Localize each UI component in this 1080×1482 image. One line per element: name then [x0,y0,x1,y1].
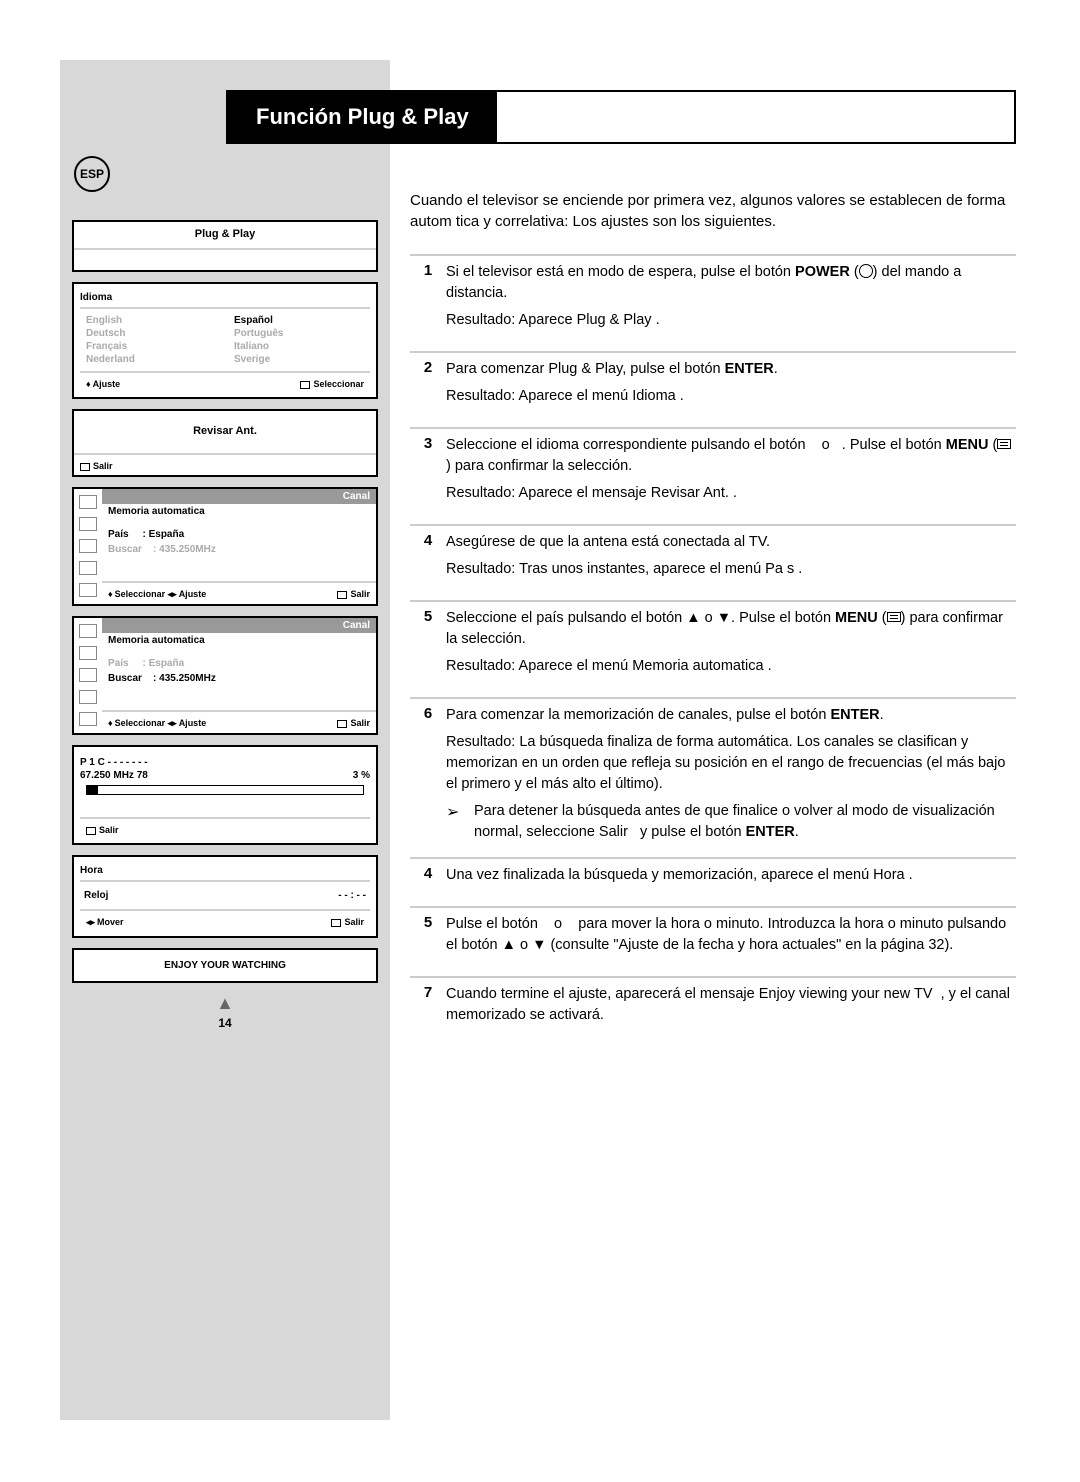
panel-canal-2: Canal Memoria automatica País : España B… [72,616,378,735]
tv-icon [79,624,97,638]
panel-revisar: Revisar Ant. Salir [72,409,378,477]
step-body: Pulse el botón o para mover la hora o mi… [446,914,1016,962]
step-body: Seleccione el país pulsando el botón ▲ o… [446,608,1016,683]
step: 5Pulse el botón o para mover la hora o m… [410,906,1016,962]
sidebar: Plug & Play Idioma English Español Deutsch… [60,60,390,1420]
panel-hora: Hora Reloj - - : - - ◂▸Mover Salir [72,855,378,938]
lang-option: Português [234,328,364,339]
foot-salir: Salir [80,461,113,471]
panel-progress: P 1 C - - - - - - - 67.250 MHz 78 3 % Sa… [72,745,378,845]
step-number: 5 [410,914,446,962]
lang-option: English [86,315,216,326]
antenna-icon [79,668,97,682]
speaker-icon [79,517,97,531]
progress-bar [86,785,364,795]
language-grid: English Español Deutsch Português Français It… [80,311,370,369]
lang-option: Sverige [234,354,364,365]
step: 3Seleccione el idioma correspondiente pu… [410,427,1016,510]
lang-option: Nederland [86,354,216,365]
sliders-icon [79,561,97,575]
plugplay-title: Plug & Play [74,222,376,246]
step-number: 4 [410,865,446,892]
step-body: Para comenzar la memorización de canales… [446,705,1016,843]
main-content: Cuando el televisor se enciende por prim… [410,190,1016,1046]
panel-enjoy: ENJOY YOUR WATCHING [72,948,378,983]
arrow-icon: ➢ [446,801,474,843]
language-badge: ESP [74,156,110,192]
mem-auto: Memoria automatica [102,504,376,519]
icon-strip [74,618,102,733]
step-number: 5 [410,608,446,683]
antenna-icon [79,539,97,553]
page-title: Función Plug & Play [228,92,497,142]
lang-option: Italiano [234,341,364,352]
step-number: 6 [410,705,446,843]
tv-icon [79,495,97,509]
hora-header: Hora [80,865,370,876]
intro-text: Cuando el televisor se enciende por prim… [410,190,1016,232]
step: 1Si el televisor está en modo de espera,… [410,254,1016,337]
step-body: Si el televisor está en modo de espera, … [446,262,1016,337]
idioma-header: Idioma [80,292,370,303]
step-number: 3 [410,435,446,510]
pointer-up-icon: ▲ [60,993,390,1014]
panel-idioma: Idioma English Español Deutsch Português Fra… [72,282,378,399]
cc-icon [79,712,97,726]
revisar-text: Revisar Ant. [74,411,376,451]
lang-option: Français [86,341,216,352]
step-body: Para comenzar Plug & Play, pulse el botó… [446,359,1016,413]
enjoy-text: ENJOY YOUR WATCHING [74,950,376,981]
lang-option: Deutsch [86,328,216,339]
cc-icon [79,583,97,597]
prog-pct: 3 % [353,770,370,781]
step: 2Para comenzar Plug & Play, pulse el bot… [410,351,1016,413]
manual-page: Plug & Play Idioma English Español Deutsch… [0,0,1080,1482]
step-number: 7 [410,984,446,1032]
title-bar: Función Plug & Play [226,90,1016,144]
prog-channel: P 1 C - - - - - - - [80,757,370,768]
canal-header: Canal [102,489,376,504]
panel-canal-1: Canal Memoria automatica País : España B… [72,487,378,606]
step: 5Seleccione el país pulsando el botón ▲ … [410,600,1016,683]
icon-strip [74,489,102,604]
prog-freq: 67.250 MHz 78 [80,770,148,781]
step-number: 2 [410,359,446,413]
lang-option: Español [234,315,364,326]
steps-list: 1Si el televisor está en modo de espera,… [410,254,1016,1032]
step: 4Asegúrese de que la antena está conecta… [410,524,1016,586]
page-number: 14 [60,1016,390,1030]
sliders-icon [79,690,97,704]
canal-header: Canal [102,618,376,633]
step-body: Una vez finalizada la búsqueda y memoriz… [446,865,1016,892]
step-number: 4 [410,532,446,586]
step-number: 1 [410,262,446,337]
step-body: Seleccione el idioma correspondiente pul… [446,435,1016,510]
reloj-value: - - : - - [338,890,366,901]
step: 6Para comenzar la memorización de canale… [410,697,1016,843]
panel-plugplay: Plug & Play [72,220,378,272]
step: 7Cuando termine el ajuste, aparecerá el … [410,976,1016,1032]
step-body: Cuando termine el ajuste, aparecerá el m… [446,984,1016,1032]
step: 4Una vez finalizada la búsqueda y memori… [410,857,1016,892]
reloj-label: Reloj [84,890,108,901]
mem-auto: Memoria automatica [102,633,376,648]
foot-seleccionar: Seleccionar [300,379,364,389]
foot-ajuste: ♦Ajuste [86,379,120,389]
step-body: Asegúrese de que la antena está conectad… [446,532,1016,586]
speaker-icon [79,646,97,660]
